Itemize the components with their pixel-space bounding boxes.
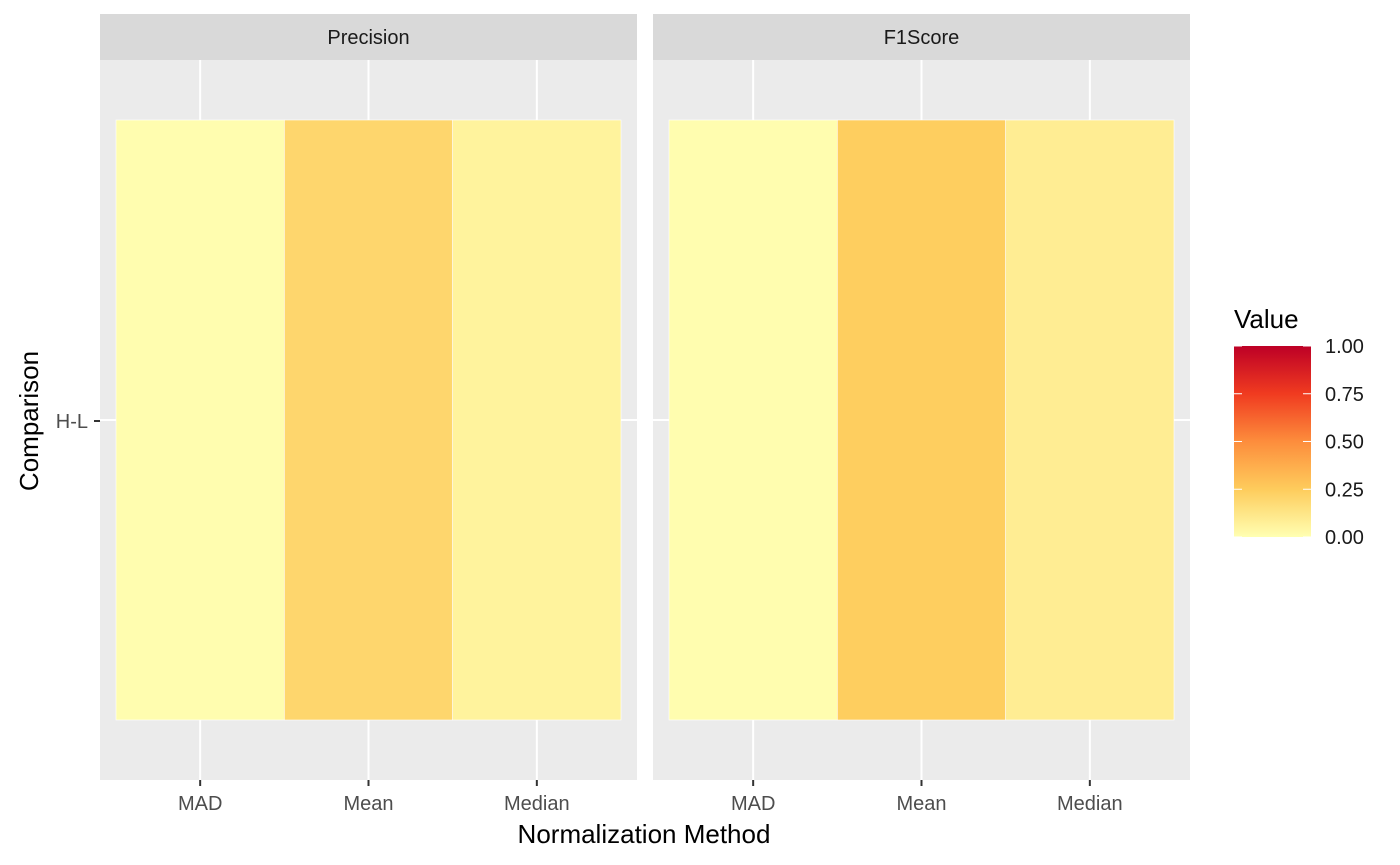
facet-strip bbox=[653, 14, 1190, 60]
facet-panel-f1score: F1Score MAD Mean Median bbox=[653, 14, 1190, 815]
heatmap-tile-mad bbox=[668, 119, 838, 721]
x-tick-label: Median bbox=[1057, 793, 1123, 815]
heatmap-tile-median bbox=[1005, 119, 1175, 721]
x-tick-label: Mean bbox=[896, 793, 946, 815]
heatmap-tile-median bbox=[452, 119, 622, 721]
facet-strip-label: Precision bbox=[327, 27, 409, 49]
legend-tick-label: 0.25 bbox=[1325, 479, 1364, 501]
facet-panel-precision: Precision MAD Mean Median bbox=[100, 14, 637, 815]
legend-tick-label: 1.00 bbox=[1325, 336, 1364, 358]
legend-tick-label: 0.75 bbox=[1325, 384, 1364, 406]
legend-ticks: 0.00 0.25 0.50 0.75 1.00 bbox=[1234, 336, 1364, 549]
facet-strip bbox=[100, 14, 637, 60]
x-tick-label: Mean bbox=[343, 793, 393, 815]
y-tick-label: H-L bbox=[56, 411, 88, 433]
facet-strip-label: F1Score bbox=[884, 27, 960, 49]
legend-title: Value bbox=[1234, 304, 1299, 334]
heatmap-tile-mean bbox=[837, 119, 1006, 721]
facet-panels: Precision MAD Mean Median F1Score MAD Mean Medi… bbox=[100, 14, 1190, 815]
y-axis-title: Comparison bbox=[14, 351, 44, 491]
x-tick-label: MAD bbox=[731, 793, 775, 815]
color-legend: Value 0.00 0.25 0.50 0.75 1.00 bbox=[1234, 304, 1364, 549]
x-tick-label: MAD bbox=[178, 793, 222, 815]
heatmap-tile-mad bbox=[115, 119, 285, 721]
x-axis-title: Normalization Method bbox=[518, 819, 771, 849]
x-tick-label: Median bbox=[504, 793, 570, 815]
legend-colorbar bbox=[1234, 346, 1311, 537]
legend-tick-label: 0.00 bbox=[1325, 527, 1364, 549]
legend-tick-label: 0.50 bbox=[1325, 432, 1364, 454]
heatmap-tile-mean bbox=[284, 119, 453, 721]
